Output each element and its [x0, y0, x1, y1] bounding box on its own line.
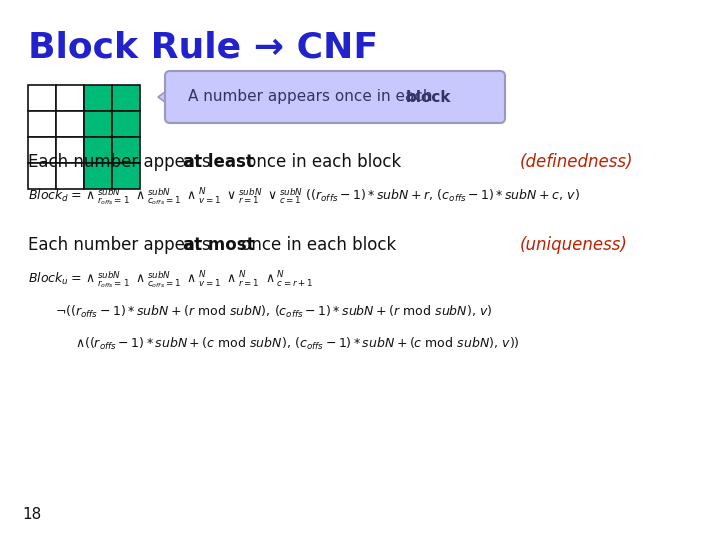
- Text: once in each block: once in each block: [236, 236, 396, 254]
- Bar: [84, 137, 112, 163]
- FancyBboxPatch shape: [165, 71, 505, 123]
- Text: Each number appears: Each number appears: [28, 236, 216, 254]
- Bar: [84, 85, 112, 111]
- Bar: [84, 111, 112, 137]
- Text: block: block: [406, 90, 451, 105]
- Bar: [28, 111, 56, 137]
- Text: 18: 18: [22, 507, 41, 522]
- Bar: [56, 111, 84, 137]
- Bar: [112, 137, 140, 163]
- Text: Each number appears: Each number appears: [28, 153, 216, 171]
- Text: $Block_d = \wedge_{r_{offs}=1}^{subN}\ \wedge_{c_{offs}=1}^{subN}\ \wedge_{v=1}^: $Block_d = \wedge_{r_{offs}=1}^{subN}\ \…: [28, 186, 580, 207]
- Text: $\wedge((r_{offs}-1)*subN+(c\ \mathrm{mod}\ subN),\,(c_{offs}-1)*subN+(c\ \mathr: $\wedge((r_{offs}-1)*subN+(c\ \mathrm{mo…: [75, 336, 520, 352]
- Text: $Block_u = \wedge_{r_{offs}=1}^{subN}\ \wedge_{c_{offs}=1}^{subN}\ \wedge_{v=1}^: $Block_u = \wedge_{r_{offs}=1}^{subN}\ \…: [28, 269, 313, 291]
- Bar: [84, 163, 112, 189]
- Bar: [56, 137, 84, 163]
- Bar: [56, 85, 84, 111]
- Text: Block Rule → CNF: Block Rule → CNF: [28, 30, 378, 64]
- Bar: [56, 163, 84, 189]
- Bar: [28, 85, 56, 111]
- Text: at least: at least: [183, 153, 254, 171]
- Bar: [112, 85, 140, 111]
- Bar: [112, 163, 140, 189]
- Text: A number appears once in each: A number appears once in each: [188, 90, 437, 105]
- Text: at most: at most: [183, 236, 255, 254]
- Text: once in each block: once in each block: [241, 153, 401, 171]
- Text: (definedness): (definedness): [520, 153, 634, 171]
- Text: $\neg((r_{offs}-1)*subN+(r\ \mathrm{mod}\ subN),\,(c_{offs}-1)*subN+(r\ \mathrm{: $\neg((r_{offs}-1)*subN+(r\ \mathrm{mod}…: [55, 304, 492, 320]
- Bar: [28, 137, 56, 163]
- Polygon shape: [158, 87, 172, 107]
- Bar: [28, 163, 56, 189]
- Bar: [112, 111, 140, 137]
- Text: (uniqueness): (uniqueness): [520, 236, 628, 254]
